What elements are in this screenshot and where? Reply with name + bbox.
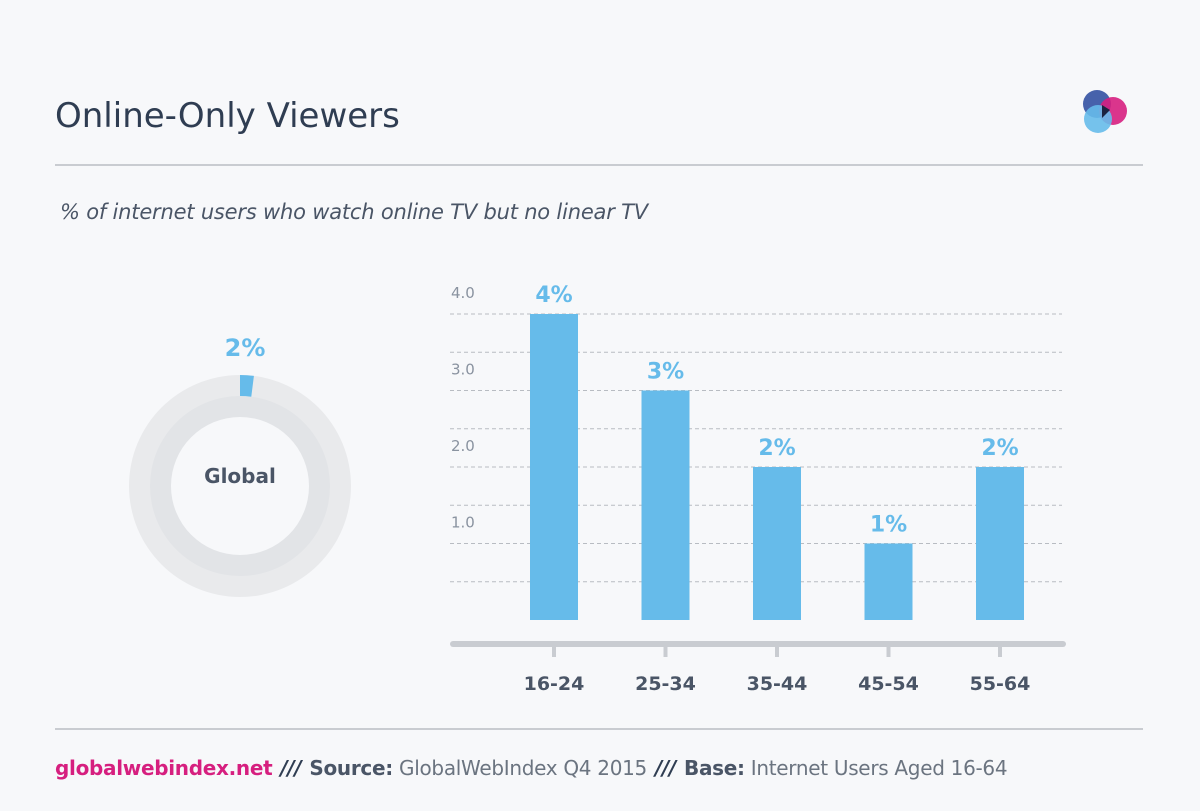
- global-donut: 2% Global: [120, 330, 360, 600]
- data-label: 2%: [758, 436, 795, 461]
- y-tick-label: 3.0: [451, 361, 475, 379]
- x-tick-label: 55-64: [970, 673, 1031, 695]
- footer-source-value: GlobalWebIndex Q4 2015: [399, 756, 647, 780]
- footer-brand-link[interactable]: globalwebindex.net: [55, 756, 273, 780]
- x-tick-label: 35-44: [747, 673, 808, 695]
- footer: globalwebindex.net /// Source: GlobalWebIn…: [55, 756, 1008, 780]
- footer-base-key: Base:: [684, 756, 745, 780]
- x-axis-line: [450, 641, 1066, 647]
- x-tick: [886, 647, 891, 657]
- y-tick-label: 4.0: [451, 284, 475, 302]
- x-tick-label: 25-34: [635, 673, 696, 695]
- x-tick: [998, 647, 1002, 657]
- footer-separator: ///: [280, 756, 302, 780]
- y-tick-label: 1.0: [451, 514, 475, 532]
- y-tick-label: 2.0: [451, 437, 475, 455]
- bar-35-44: [753, 467, 801, 620]
- x-tick: [775, 647, 779, 657]
- footer-separator: ///: [654, 756, 676, 780]
- bar-55-64: [976, 467, 1024, 620]
- donut-chart: [129, 375, 351, 597]
- donut-value-label: 2%: [224, 334, 266, 362]
- chart-subtitle: % of internet users who watch online TV …: [60, 200, 648, 224]
- footer-source-key: Source:: [309, 756, 393, 780]
- page-title: Online-Only Viewers: [55, 96, 400, 136]
- data-label: 3%: [647, 360, 684, 385]
- data-label: 1%: [870, 513, 907, 538]
- bar-16-24: [530, 314, 578, 620]
- globalwebindex-logo-icon: [1083, 90, 1127, 133]
- x-tick-label: 45-54: [858, 673, 919, 695]
- footer-base-value: Internet Users Aged 16-64: [750, 756, 1008, 780]
- x-tick: [552, 647, 556, 657]
- x-tick-label: 16-24: [524, 673, 585, 695]
- bar-25-34: [641, 390, 690, 620]
- bar-45-54: [864, 543, 913, 620]
- donut-center-label: Global: [204, 464, 276, 488]
- x-tick: [663, 647, 668, 657]
- donut-value-arc: [240, 375, 254, 397]
- footer-divider: [55, 728, 1143, 730]
- data-label: 2%: [981, 436, 1018, 461]
- bar-chart: 1.0 2.0 3.0 4.0 4% 16-24 3% 25-34 2% 35-44 1% 45-54…: [450, 283, 1066, 695]
- data-label: 4%: [535, 283, 572, 308]
- header-divider: [55, 164, 1143, 166]
